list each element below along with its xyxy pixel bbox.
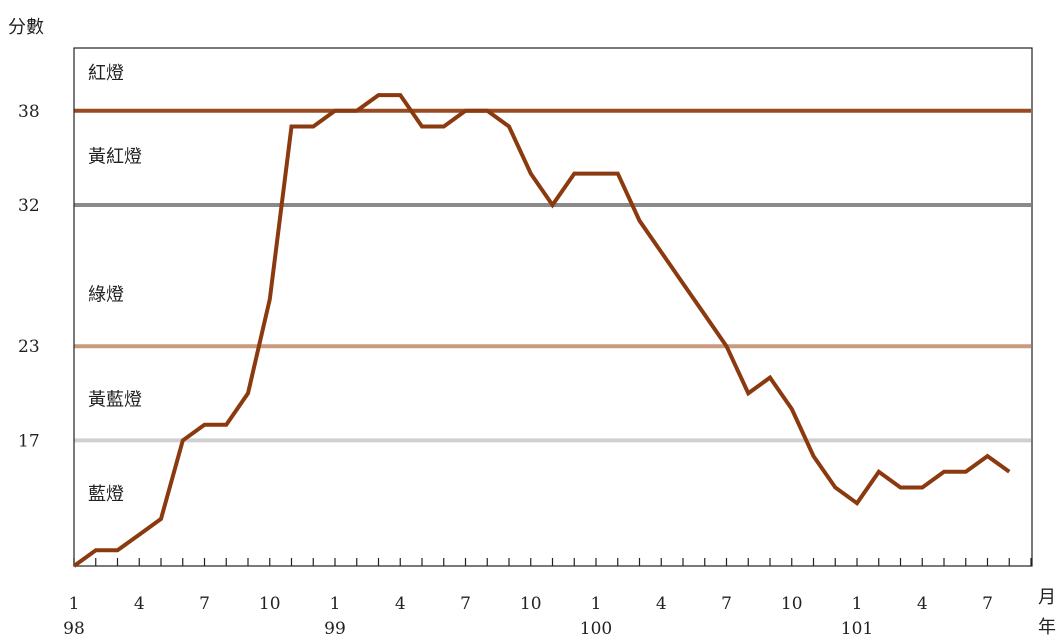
y-tick-label: 32 (18, 196, 40, 216)
x-tick-label: 4 (917, 594, 928, 614)
x-tick-label: 10 (520, 594, 542, 614)
x-tick-label: 7 (982, 594, 993, 614)
x-tick-label: 4 (656, 594, 667, 614)
x-tick-label: 4 (395, 594, 406, 614)
x-ticks: 1 4 7 10 1 4 7 10 1 4 7 10 1 4 798 99 100 101 (63, 558, 1032, 638)
y-tick-labels: 38 32 23 17 (18, 102, 40, 452)
x-year-label: 101 (841, 619, 873, 638)
x-tick-label: 1 (591, 594, 602, 614)
zone-label: 綠燈 (88, 284, 124, 305)
plot-frame (73, 47, 1033, 567)
x-axis-month-label: 月 (1038, 587, 1056, 608)
x-year-label: 99 (324, 619, 346, 638)
x-tick-label: 10 (781, 594, 803, 614)
zone-label: 藍燈 (88, 484, 124, 505)
x-tick-label: 7 (460, 594, 471, 614)
x-tick-label: 1 (69, 594, 80, 614)
threshold-lines (74, 108, 1031, 443)
x-tick-label: 4 (134, 594, 145, 614)
x-tick-label: 10 (259, 594, 281, 614)
x-year-label: 100 (580, 619, 612, 638)
zone-label: 黃紅燈 (88, 146, 142, 167)
x-axis-year-label: 年 (1038, 617, 1056, 638)
zone-label: 黃藍燈 (88, 390, 142, 411)
y-axis-title: 分數 (8, 17, 44, 38)
x-tick-label: 1 (852, 594, 863, 614)
series-line (72, 93, 1011, 568)
x-tick-label: 7 (721, 594, 732, 614)
x-tick-label: 7 (199, 594, 210, 614)
x-year-label: 98 (63, 619, 85, 638)
y-tick-label: 17 (18, 431, 40, 451)
zone-label: 紅燈 (88, 63, 124, 84)
x-tick-label: 1 (330, 594, 341, 614)
y-tick-label: 23 (18, 337, 40, 357)
y-tick-label: 38 (18, 102, 40, 122)
